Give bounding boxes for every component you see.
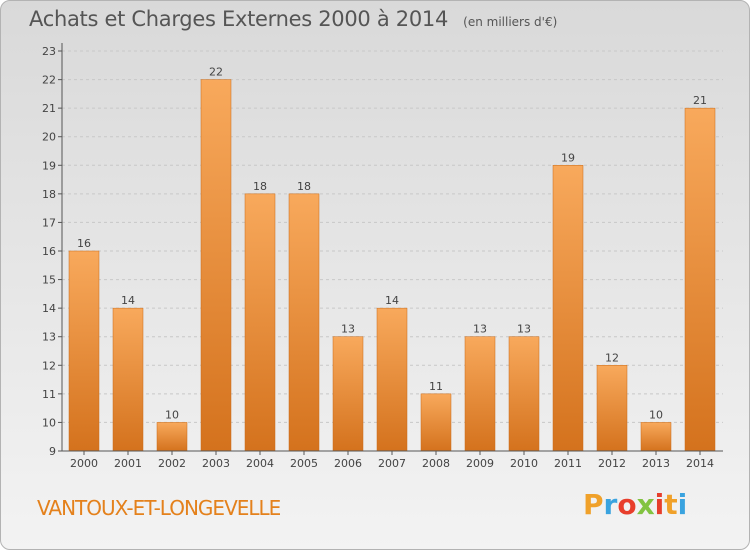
data-label: 22 xyxy=(209,66,223,79)
x-tick-label: 2000 xyxy=(70,457,98,470)
bar-2001 xyxy=(112,307,144,452)
bar-2007 xyxy=(376,307,408,452)
bar-2000 xyxy=(68,250,100,452)
data-label: 13 xyxy=(473,323,487,336)
y-tick-label: 21 xyxy=(42,102,56,115)
data-label: 11 xyxy=(429,380,443,393)
x-tick-label: 2002 xyxy=(158,457,186,470)
data-label: 21 xyxy=(693,94,707,107)
x-tick-label: 2003 xyxy=(202,457,230,470)
x-tick-label: 2009 xyxy=(466,457,494,470)
logo-letter: o xyxy=(617,488,637,521)
data-label: 18 xyxy=(297,180,311,193)
data-label: 14 xyxy=(121,294,135,307)
commune-name: VANTOUX-ET-LONGEVELLE xyxy=(37,496,281,520)
x-tick-label: 2008 xyxy=(422,457,450,470)
bar-2006 xyxy=(332,336,364,452)
logo-letter: r xyxy=(603,488,618,521)
x-tick-label: 2010 xyxy=(510,457,538,470)
data-label: 13 xyxy=(517,323,531,336)
y-tick-label: 10 xyxy=(42,416,56,429)
logo-letter: x xyxy=(636,488,655,521)
x-tick-label: 2001 xyxy=(114,457,142,470)
y-tick-label: 13 xyxy=(42,331,56,344)
bars xyxy=(68,79,716,452)
bar-2009 xyxy=(464,336,496,452)
x-tick-label: 2004 xyxy=(246,457,274,470)
bar-2010 xyxy=(508,336,540,452)
data-label: 19 xyxy=(561,151,575,164)
chart-subtitle: (en milliers d'€) xyxy=(463,15,558,29)
x-tick-label: 2006 xyxy=(334,457,362,470)
x-tick-label: 2014 xyxy=(686,457,714,470)
logo-letter: P xyxy=(583,488,604,521)
x-tick-label: 2007 xyxy=(378,457,406,470)
data-label: 12 xyxy=(605,351,619,364)
y-tick-label: 16 xyxy=(42,245,56,258)
data-label: 18 xyxy=(253,180,267,193)
bar-2003 xyxy=(200,79,232,452)
y-tick-label: 14 xyxy=(42,302,56,315)
y-tick-label: 19 xyxy=(42,159,56,172)
bar-2013 xyxy=(640,422,672,452)
data-label: 10 xyxy=(649,408,663,421)
logo-letter: i xyxy=(677,488,688,521)
bar-2004 xyxy=(244,193,276,452)
logo-letter: i xyxy=(654,488,665,521)
bar-2008 xyxy=(420,393,452,452)
data-label: 13 xyxy=(341,323,355,336)
axes xyxy=(58,43,723,455)
bar-2014 xyxy=(684,107,716,452)
y-tick-label: 20 xyxy=(42,131,56,144)
data-label: 10 xyxy=(165,408,179,421)
y-tick-label: 18 xyxy=(42,188,56,201)
data-label: 16 xyxy=(77,237,91,250)
chart-title: Achats et Charges Externes 2000 à 2014 xyxy=(29,7,449,31)
bar-2011 xyxy=(552,165,584,452)
x-tick-label: 2005 xyxy=(290,457,318,470)
bar-2002 xyxy=(156,422,188,452)
x-tick-label: 2012 xyxy=(598,457,626,470)
bar-2012 xyxy=(596,365,628,452)
data-label: 14 xyxy=(385,294,399,307)
x-tick-label: 2011 xyxy=(554,457,582,470)
y-tick-label: 22 xyxy=(42,74,56,87)
y-tick-label: 15 xyxy=(42,274,56,287)
proxiti-logo: Proxiti xyxy=(583,488,687,521)
logo-letter: t xyxy=(664,488,678,521)
y-tick-label: 23 xyxy=(42,45,56,58)
y-tick-label: 9 xyxy=(49,445,56,458)
y-tick-label: 12 xyxy=(42,359,56,372)
y-tick-label: 11 xyxy=(42,388,56,401)
bar-2005 xyxy=(288,193,320,452)
title-row: Achats et Charges Externes 2000 à 2014 (… xyxy=(29,7,557,31)
x-tick-label: 2013 xyxy=(642,457,670,470)
y-tick-label: 17 xyxy=(42,216,56,229)
labels: 9 10 11 12 13 14 15 16 17 18 19 20 21 22 23 16 2000 14 200… xyxy=(42,45,714,470)
